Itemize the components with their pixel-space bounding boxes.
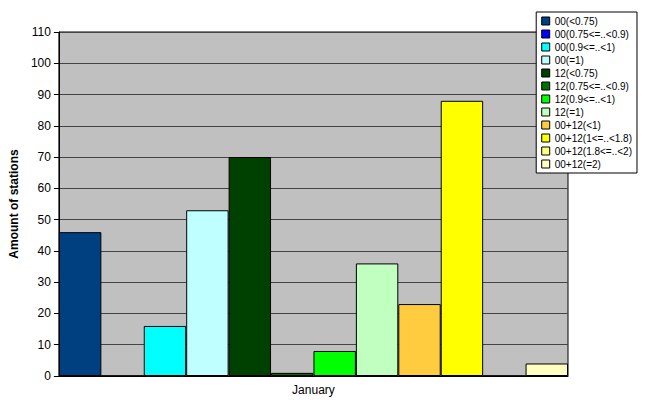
svg-text:60: 60 (38, 181, 52, 195)
svg-text:80: 80 (38, 119, 52, 133)
svg-text:100: 100 (31, 56, 51, 70)
svg-text:00+12(1<=..<1.8): 00+12(1<=..<1.8) (555, 133, 632, 144)
svg-text:12(<0.75): 12(<0.75) (555, 68, 598, 79)
svg-text:00(0.75<=..<0.9): 00(0.75<=..<0.9) (555, 29, 629, 40)
svg-text:70: 70 (38, 150, 52, 164)
svg-text:40: 40 (38, 244, 52, 258)
svg-text:00(<0.75): 00(<0.75) (555, 16, 598, 27)
svg-text:30: 30 (38, 275, 52, 289)
svg-text:90: 90 (38, 88, 52, 102)
svg-text:January: January (292, 383, 335, 397)
svg-text:12(0.75<=..<0.9): 12(0.75<=..<0.9) (555, 81, 629, 92)
svg-text:00+12(<1): 00+12(<1) (555, 120, 601, 131)
svg-text:110: 110 (32, 25, 51, 39)
svg-text:00(0.9<=..<1): 00(0.9<=..<1) (555, 42, 615, 53)
svg-text:00+12(=2): 00+12(=2) (555, 159, 601, 170)
svg-text:0: 0 (44, 369, 51, 383)
svg-text:12(0.9<=..<1): 12(0.9<=..<1) (555, 94, 615, 105)
svg-text:00(=1): 00(=1) (555, 55, 584, 66)
svg-text:20: 20 (38, 306, 52, 320)
svg-text:00+12(1.8<=..<2): 00+12(1.8<=..<2) (555, 146, 632, 157)
svg-text:50: 50 (38, 213, 52, 227)
svg-text:12(=1): 12(=1) (555, 107, 584, 118)
svg-text:10: 10 (38, 338, 52, 352)
svg-text:Amount of stations: Amount of stations (7, 149, 21, 259)
